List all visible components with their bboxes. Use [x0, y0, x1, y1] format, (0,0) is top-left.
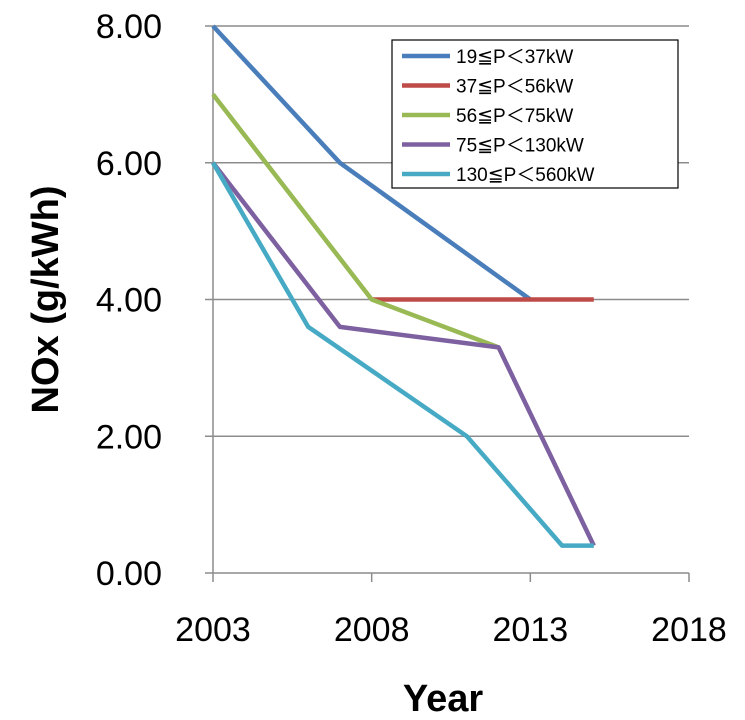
legend-label-2: 37≦P＜56kW [456, 77, 573, 98]
x-tick-label: 2018 [651, 611, 727, 649]
y-tick-label: 2.00 [96, 418, 162, 456]
y-tick-label: 8.00 [96, 8, 162, 46]
y-tick-label: 0.00 [96, 555, 162, 593]
y-tick-label: 6.00 [96, 145, 162, 183]
x-tick-label: 2013 [493, 611, 569, 649]
legend-label-3: 56≦P＜75kW [456, 106, 573, 127]
series-line-5 [211, 161, 594, 548]
legend: 19≦P＜37kW 37≦P＜56kW 56≦P＜75kW 75≦P＜130kW 130… [391, 39, 679, 189]
y-tick-label: 4.00 [96, 282, 162, 320]
series-line-3 [211, 93, 500, 350]
tick-labels: 0.00 2.00 4.00 6.00 8.00 2003 2008 2013 2018 [96, 8, 727, 649]
legend-label-1: 19≦P＜37kW [456, 47, 573, 68]
y-axis-title: NOx (g/kWh) [25, 186, 67, 414]
series-lines [211, 24, 596, 548]
legend-label-4: 75≦P＜130kW [456, 136, 584, 157]
x-tick-label: 2008 [334, 611, 410, 649]
legend-label-5: 130≦P＜560kW [456, 165, 594, 186]
x-tick-label: 2003 [175, 611, 251, 649]
series-line-1 [211, 24, 532, 302]
x-axis-title: Year [403, 678, 484, 720]
series-line-4 [211, 161, 596, 547]
axes [205, 25, 690, 582]
